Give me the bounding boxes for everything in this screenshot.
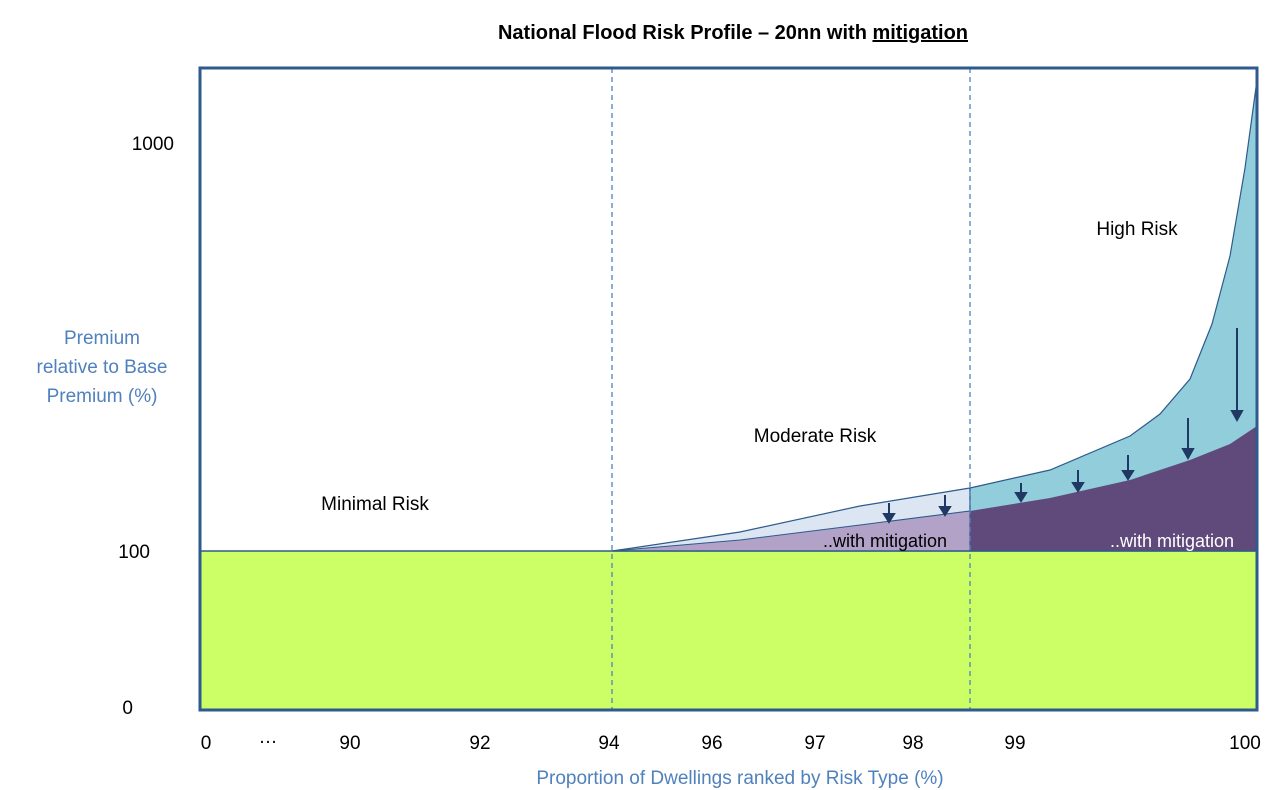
x-tick-label: 90	[339, 733, 360, 754]
plot-frame	[198, 66, 1259, 712]
chart-title-emphasis: mitigation	[872, 22, 968, 44]
arrow-4	[1071, 470, 1085, 493]
arrow-7	[1230, 328, 1244, 423]
x-tick-label: 98	[902, 733, 923, 754]
x-ticks: 0 … 90 92 94 96 97 98 99 100	[201, 727, 1261, 754]
arrow-1	[882, 503, 896, 524]
y-tick-label: 100	[118, 542, 150, 563]
y-axis-label-line: Premium (%)	[47, 386, 158, 407]
plot-area	[198, 66, 1259, 712]
x-axis-label: Proportion of Dwellings ranked by Risk T…	[536, 768, 943, 789]
x-tick-label: 97	[804, 733, 825, 754]
mitigation-label-moderate: ..with mitigation	[823, 531, 947, 551]
x-tick-label: 92	[469, 733, 490, 754]
y-tick-label: 1000	[132, 134, 174, 155]
x-tick-label: 96	[701, 733, 722, 754]
y-axis-label-line: relative to Base	[37, 357, 168, 378]
arrow-6	[1181, 418, 1195, 461]
x-tick-label: …	[259, 727, 278, 748]
arrow-3	[1014, 483, 1028, 503]
region-label-moderate: Moderate Risk	[754, 426, 877, 447]
mitigation-arrows	[882, 328, 1244, 524]
x-tick-label: 100	[1229, 733, 1261, 754]
arrow-2	[938, 495, 952, 517]
region-label-high: High Risk	[1096, 219, 1178, 240]
x-tick-label: 94	[598, 733, 620, 754]
y-tick-label: 0	[122, 698, 133, 719]
base-premium-area	[200, 551, 1257, 710]
x-tick-label: 0	[201, 733, 212, 754]
chart-title-prefix: National Flood Risk Profile – 20nn with	[498, 22, 873, 44]
region-label-minimal: Minimal Risk	[321, 494, 429, 515]
chart-title: National Flood Risk Profile – 20nn with …	[498, 22, 968, 44]
mitigation-label-high: ..with mitigation	[1110, 531, 1234, 551]
high-mitigated-area	[970, 426, 1257, 551]
x-tick-label: 99	[1004, 733, 1025, 754]
y-axis-label-line: Premium	[64, 328, 140, 349]
arrow-5	[1121, 455, 1135, 481]
y-axis-label: Premium relative to Base Premium (%)	[37, 328, 168, 407]
